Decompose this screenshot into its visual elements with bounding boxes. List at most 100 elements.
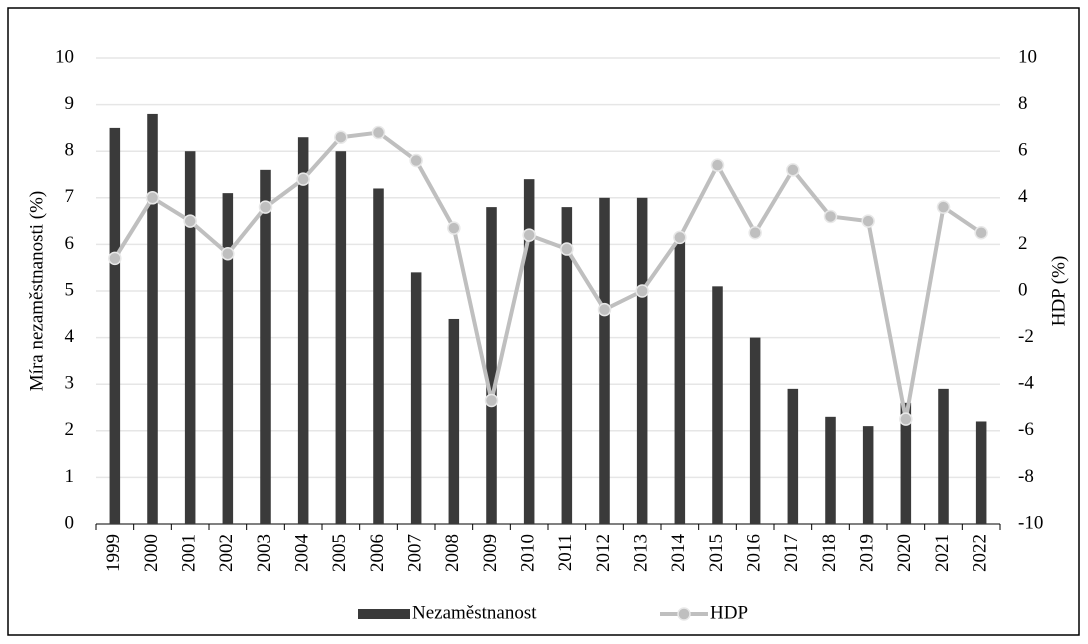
bar <box>373 188 384 525</box>
x-tick-label: 2022 <box>970 534 991 572</box>
bar <box>523 179 535 524</box>
y2-tick-label: -2 <box>1018 326 1034 347</box>
line-marker <box>183 214 197 228</box>
x-tick-label: 2011 <box>555 534 576 571</box>
bar <box>486 207 497 524</box>
x-tick-label: 2015 <box>706 534 727 572</box>
bar <box>787 388 799 524</box>
x-tick-label: 2000 <box>141 534 162 572</box>
x-tick-label: 2012 <box>593 534 614 572</box>
line-marker <box>145 191 160 205</box>
line-marker <box>710 158 725 172</box>
y-tick-label: 4 <box>65 326 75 347</box>
chart-frame <box>7 7 1080 636</box>
x-tick-label: 2004 <box>292 534 313 573</box>
y2-tick-label: 10 <box>1018 46 1037 67</box>
bar <box>222 193 234 524</box>
line-marker <box>221 246 235 261</box>
y2-tick-label: 4 <box>1018 186 1028 207</box>
y2-tick-label: 8 <box>1018 93 1028 114</box>
y-tick-label: 7 <box>65 186 75 207</box>
x-tick-label: 2007 <box>405 534 426 572</box>
x-tick-label: 2006 <box>367 534 388 572</box>
x-tick-label: 2009 <box>480 534 501 572</box>
x-tick-label: 2013 <box>631 534 652 572</box>
line-marker <box>974 226 988 240</box>
line-marker <box>936 200 951 214</box>
x-tick-label: 2005 <box>329 534 350 572</box>
bar <box>599 197 610 525</box>
bar <box>825 416 836 524</box>
y-axis-label: Míra nezaměstnanosti (%) <box>26 191 47 391</box>
bar <box>448 318 460 524</box>
bar <box>335 151 347 524</box>
bar <box>636 197 648 525</box>
legend-marker <box>677 607 691 621</box>
y-tick-label: 6 <box>65 233 75 254</box>
y2-axis-label: HDP (%) <box>1048 256 1069 327</box>
line-marker <box>899 412 913 426</box>
line-marker <box>861 214 875 228</box>
x-tick-label: 2014 <box>668 534 689 573</box>
line-marker <box>635 284 649 298</box>
line-marker <box>484 393 499 408</box>
x-tick-label: 2001 <box>179 534 200 572</box>
line-marker <box>296 172 310 186</box>
line-marker <box>258 200 273 214</box>
y-tick-label: 3 <box>65 373 75 394</box>
y2-tick-label: 6 <box>1018 140 1028 161</box>
bar <box>561 207 573 524</box>
line-marker <box>597 302 612 317</box>
bar <box>260 169 271 524</box>
x-tick-label: 2021 <box>932 534 953 572</box>
bar <box>862 426 874 524</box>
y-tick-label: 8 <box>65 140 75 161</box>
y2-tick-label: 0 <box>1018 279 1028 300</box>
x-tick-label: 2020 <box>894 534 915 572</box>
line-marker <box>673 230 687 245</box>
line-marker <box>108 251 122 266</box>
y-tick-label: 5 <box>65 279 75 300</box>
y2-tick-label: -4 <box>1018 373 1034 394</box>
bar <box>674 239 686 525</box>
line-marker <box>748 226 762 240</box>
y2-tick-label: 2 <box>1018 233 1028 254</box>
y2-tick-label: -6 <box>1018 419 1034 440</box>
x-tick-label: 2002 <box>216 534 237 572</box>
bar <box>938 388 949 524</box>
y-tick-label: 2 <box>65 419 75 440</box>
x-tick-label: 2010 <box>518 534 539 572</box>
y2-tick-label: -8 <box>1018 466 1034 487</box>
x-tick-label: 2019 <box>857 534 878 572</box>
y-tick-label: 10 <box>55 46 74 67</box>
line-marker <box>823 209 838 224</box>
bar <box>147 113 158 525</box>
line-marker <box>334 130 348 144</box>
legend-label: Nezaměstnanost <box>412 602 537 623</box>
y-tick-label: 9 <box>65 93 75 114</box>
line-marker <box>560 242 574 256</box>
line-marker <box>409 153 423 168</box>
line-marker <box>371 125 386 140</box>
bar <box>410 272 422 524</box>
bar <box>109 127 121 525</box>
line-marker <box>786 163 800 177</box>
legend-label: HDP <box>710 602 748 623</box>
line-marker <box>447 221 461 235</box>
x-tick-label: 2003 <box>254 534 275 572</box>
y-tick-label: 0 <box>65 512 75 533</box>
line-marker <box>522 228 536 242</box>
x-tick-label: 2018 <box>819 534 840 572</box>
x-tick-label: 2008 <box>442 534 463 572</box>
x-tick-label: 1999 <box>103 534 124 572</box>
y2-tick-label: -10 <box>1018 512 1043 533</box>
bar <box>184 151 196 524</box>
y-tick-label: 1 <box>65 466 75 487</box>
legend-swatch <box>358 609 410 619</box>
bar <box>297 137 309 524</box>
bar <box>749 337 761 524</box>
bar <box>975 421 987 524</box>
x-tick-label: 2017 <box>781 534 802 572</box>
bar <box>712 286 723 524</box>
